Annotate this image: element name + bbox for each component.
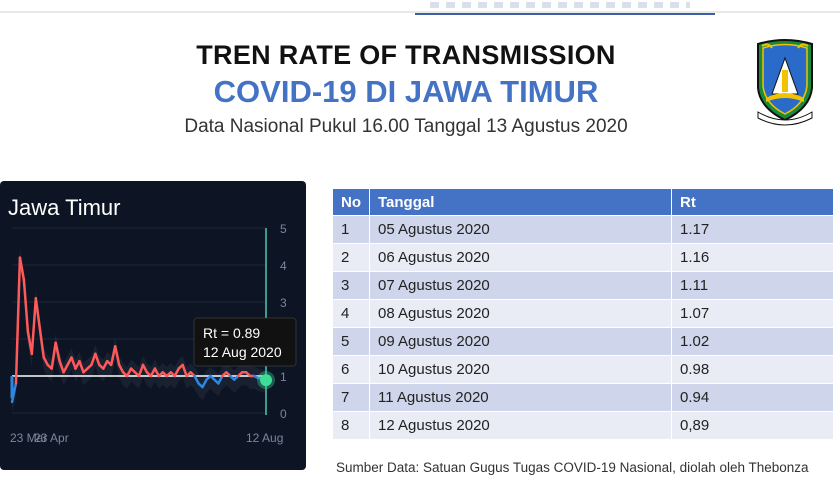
top-faded-text	[430, 2, 690, 8]
cell-rt: 1.11	[672, 271, 834, 299]
table-row: 5 09 Agustus 2020 1.02	[333, 327, 834, 355]
cell-no: 4	[333, 299, 370, 327]
cell-rt: 1.02	[672, 327, 834, 355]
y-tick-label: 1	[280, 370, 287, 384]
cell-rt: 0.94	[672, 383, 834, 411]
series-segment	[42, 356, 49, 367]
series-segment	[113, 345, 121, 367]
series-segment	[117, 363, 125, 374]
series-segment	[102, 359, 109, 370]
series-segment	[201, 378, 208, 389]
confidence-band	[12, 248, 266, 413]
cell-date: 05 Agustus 2020	[370, 215, 672, 243]
cell-no: 3	[333, 271, 370, 299]
y-tick-label: 0	[280, 407, 287, 421]
tooltip-value: Rt = 0.89	[203, 325, 260, 341]
x-tick-label: 12 Aug	[246, 431, 283, 445]
cell-rt: 1.16	[672, 243, 834, 271]
cell-no: 1	[333, 215, 370, 243]
cell-no: 5	[333, 327, 370, 355]
series-segment	[173, 367, 180, 378]
table-row: 3 07 Agustus 2020 1.11	[333, 271, 834, 299]
table-row: 7 11 Agustus 2020 0.94	[333, 383, 834, 411]
cell-rt: 0,89	[672, 411, 834, 439]
cell-rt: 1.17	[672, 215, 834, 243]
y-tick-label: 3	[280, 296, 287, 310]
table-row: 4 08 Agustus 2020 1.07	[333, 299, 834, 327]
title-line-2: COVID-19 DI JAWA TIMUR	[213, 74, 599, 109]
chart-tooltip: Rt = 0.89 12 Aug 2020	[193, 317, 297, 367]
latest-point-marker	[260, 374, 272, 387]
series-segment	[141, 363, 149, 374]
series-segment	[14, 256, 22, 385]
cell-date: 10 Agustus 2020	[370, 355, 672, 383]
cell-no: 6	[333, 355, 370, 383]
y-tick-label: 4	[280, 259, 287, 273]
series-segment	[94, 352, 101, 367]
cell-no: 2	[333, 243, 370, 271]
series-segment	[34, 297, 42, 330]
cell-date: 09 Agustus 2020	[370, 327, 672, 355]
series-segment	[137, 363, 145, 378]
series-segment	[22, 278, 30, 333]
cell-rt: 0.98	[672, 355, 834, 383]
header-tanggal: Tanggal	[370, 189, 672, 215]
series-segment	[62, 363, 69, 374]
title-line-1: TREN RATE OF TRANSMISSION	[196, 40, 616, 70]
cell-date: 11 Agustus 2020	[370, 383, 672, 411]
series-segment	[38, 326, 45, 359]
table-header-row: No Tanggal Rt	[333, 189, 834, 215]
header-rt: Rt	[672, 189, 834, 215]
table-row: 1 05 Agustus 2020 1.17	[333, 215, 834, 243]
header-no: No	[333, 189, 370, 215]
series-segment	[153, 367, 161, 378]
top-accent-line	[415, 0, 715, 15]
tooltip-box	[193, 317, 297, 367]
table-row: 8 12 Agustus 2020 0,89	[333, 411, 834, 439]
top-decoration	[0, 0, 840, 15]
series-segment	[109, 345, 117, 367]
series-segment	[193, 374, 200, 385]
cell-no: 7	[333, 383, 370, 411]
series-segment	[30, 297, 38, 356]
x-tick-label: 23 Apr	[34, 431, 69, 445]
series-segment	[181, 363, 188, 378]
series-segment	[217, 374, 224, 385]
series-segment	[125, 367, 133, 378]
cell-date: 06 Agustus 2020	[370, 243, 672, 271]
subtitle: Data Nasional Pukul 16.00 Tanggal 13 Agu…	[184, 116, 628, 137]
jawa-timur-emblem-icon	[752, 36, 818, 126]
series-segment	[18, 256, 26, 282]
series-segment	[78, 359, 85, 374]
x-tick-label: 23 Mar	[10, 431, 47, 445]
series-segment	[54, 341, 61, 363]
series-segment	[58, 359, 65, 374]
cell-date: 08 Agustus 2020	[370, 299, 672, 327]
y-tick-label: 5	[280, 222, 287, 236]
series-segment	[10, 382, 18, 404]
rt-table: No Tanggal Rt 1 05 Agustus 2020 1.17 2 0…	[333, 189, 834, 439]
top-divider	[0, 11, 840, 13]
chart-title: Jawa Timur	[8, 195, 120, 220]
cell-no: 8	[333, 411, 370, 439]
series-segment	[70, 356, 77, 370]
table-row: 2 06 Agustus 2020 1.16	[333, 243, 834, 271]
cell-date: 12 Agustus 2020	[370, 411, 672, 439]
source-note: Sumber Data: Satuan Gugus Tugas COVID-19…	[336, 460, 809, 475]
series-segment	[50, 341, 57, 370]
chart-series	[10, 248, 275, 413]
tooltip-date: 12 Aug 2020	[203, 344, 282, 360]
cell-date: 07 Agustus 2020	[370, 271, 672, 299]
table-row: 6 10 Agustus 2020 0.98	[333, 355, 834, 383]
cell-rt: 1.07	[672, 299, 834, 327]
